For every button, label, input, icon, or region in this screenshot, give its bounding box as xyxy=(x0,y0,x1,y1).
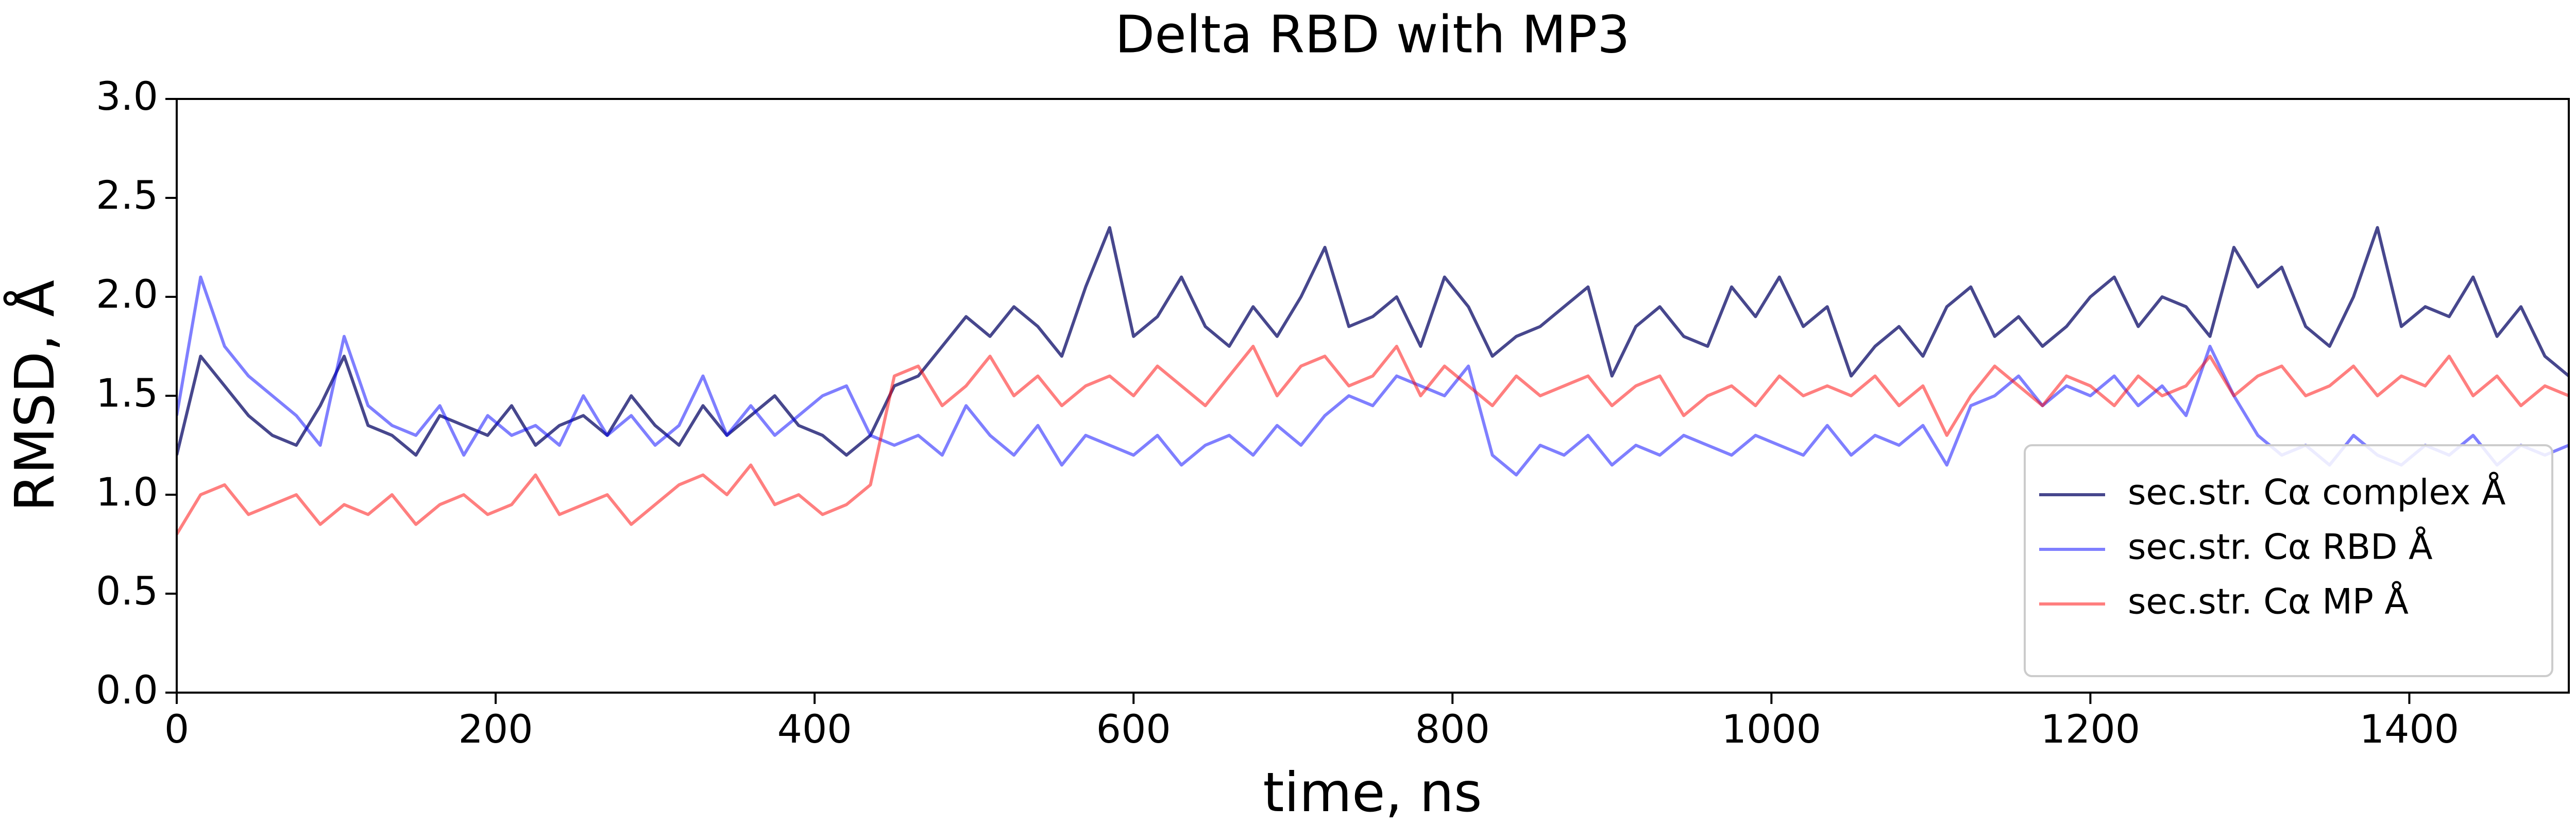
x-tick-label: 1200 xyxy=(2041,706,2140,752)
y-tick-label: 1.5 xyxy=(96,370,158,416)
y-tick-label: 0.0 xyxy=(96,667,158,713)
y-tick-label: 3.0 xyxy=(96,73,158,119)
y-tick-label: 0.5 xyxy=(96,568,158,614)
y-tick-label: 2.5 xyxy=(96,172,158,218)
x-tick-label: 0 xyxy=(164,706,189,752)
x-tick-label: 1000 xyxy=(1722,706,1821,752)
x-tick-label: 800 xyxy=(1415,706,1490,752)
legend-box xyxy=(2024,444,2553,677)
x-tick-label: 1400 xyxy=(2360,706,2459,752)
legend-label: sec.str. Cα complex Å xyxy=(2128,472,2506,513)
series-line xyxy=(177,275,2569,477)
plot-frame xyxy=(176,98,2570,694)
y-axis-label: RMSD, Å xyxy=(3,280,66,512)
y-tick-label: 1.0 xyxy=(96,469,158,515)
legend-label: sec.str. Cα MP Å xyxy=(2128,581,2409,623)
chart-title: Delta RBD with MP3 xyxy=(1115,4,1630,64)
x-axis-label: time, ns xyxy=(1263,761,1482,824)
series-line xyxy=(177,226,2569,457)
x-tick-label: 200 xyxy=(459,706,533,752)
legend-label: sec.str. Cα RBD Å xyxy=(2128,526,2433,568)
x-tick-label: 400 xyxy=(777,706,852,752)
x-tick-label: 600 xyxy=(1096,706,1171,752)
y-tick-label: 2.0 xyxy=(96,271,158,317)
series-line xyxy=(177,345,2569,535)
